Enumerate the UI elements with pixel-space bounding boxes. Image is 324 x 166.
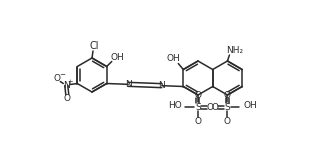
Text: S: S bbox=[195, 102, 201, 112]
Text: OH: OH bbox=[111, 53, 125, 62]
Text: O: O bbox=[224, 90, 231, 99]
Text: Cl: Cl bbox=[89, 41, 99, 51]
Text: O: O bbox=[207, 102, 214, 112]
Text: +: + bbox=[67, 79, 73, 84]
Text: O: O bbox=[224, 117, 231, 125]
Text: −: − bbox=[59, 72, 65, 78]
Text: OH: OH bbox=[167, 54, 180, 63]
Text: O: O bbox=[64, 94, 71, 103]
Text: O: O bbox=[194, 117, 202, 125]
Text: O: O bbox=[54, 74, 61, 83]
Text: N: N bbox=[63, 81, 70, 90]
Text: NH₂: NH₂ bbox=[226, 45, 243, 54]
Text: S: S bbox=[225, 102, 230, 112]
Text: N: N bbox=[158, 81, 165, 90]
Text: N: N bbox=[125, 80, 132, 89]
Text: O: O bbox=[194, 90, 202, 99]
Text: O: O bbox=[212, 102, 218, 112]
Text: HO: HO bbox=[168, 101, 182, 111]
Text: OH: OH bbox=[243, 101, 257, 111]
